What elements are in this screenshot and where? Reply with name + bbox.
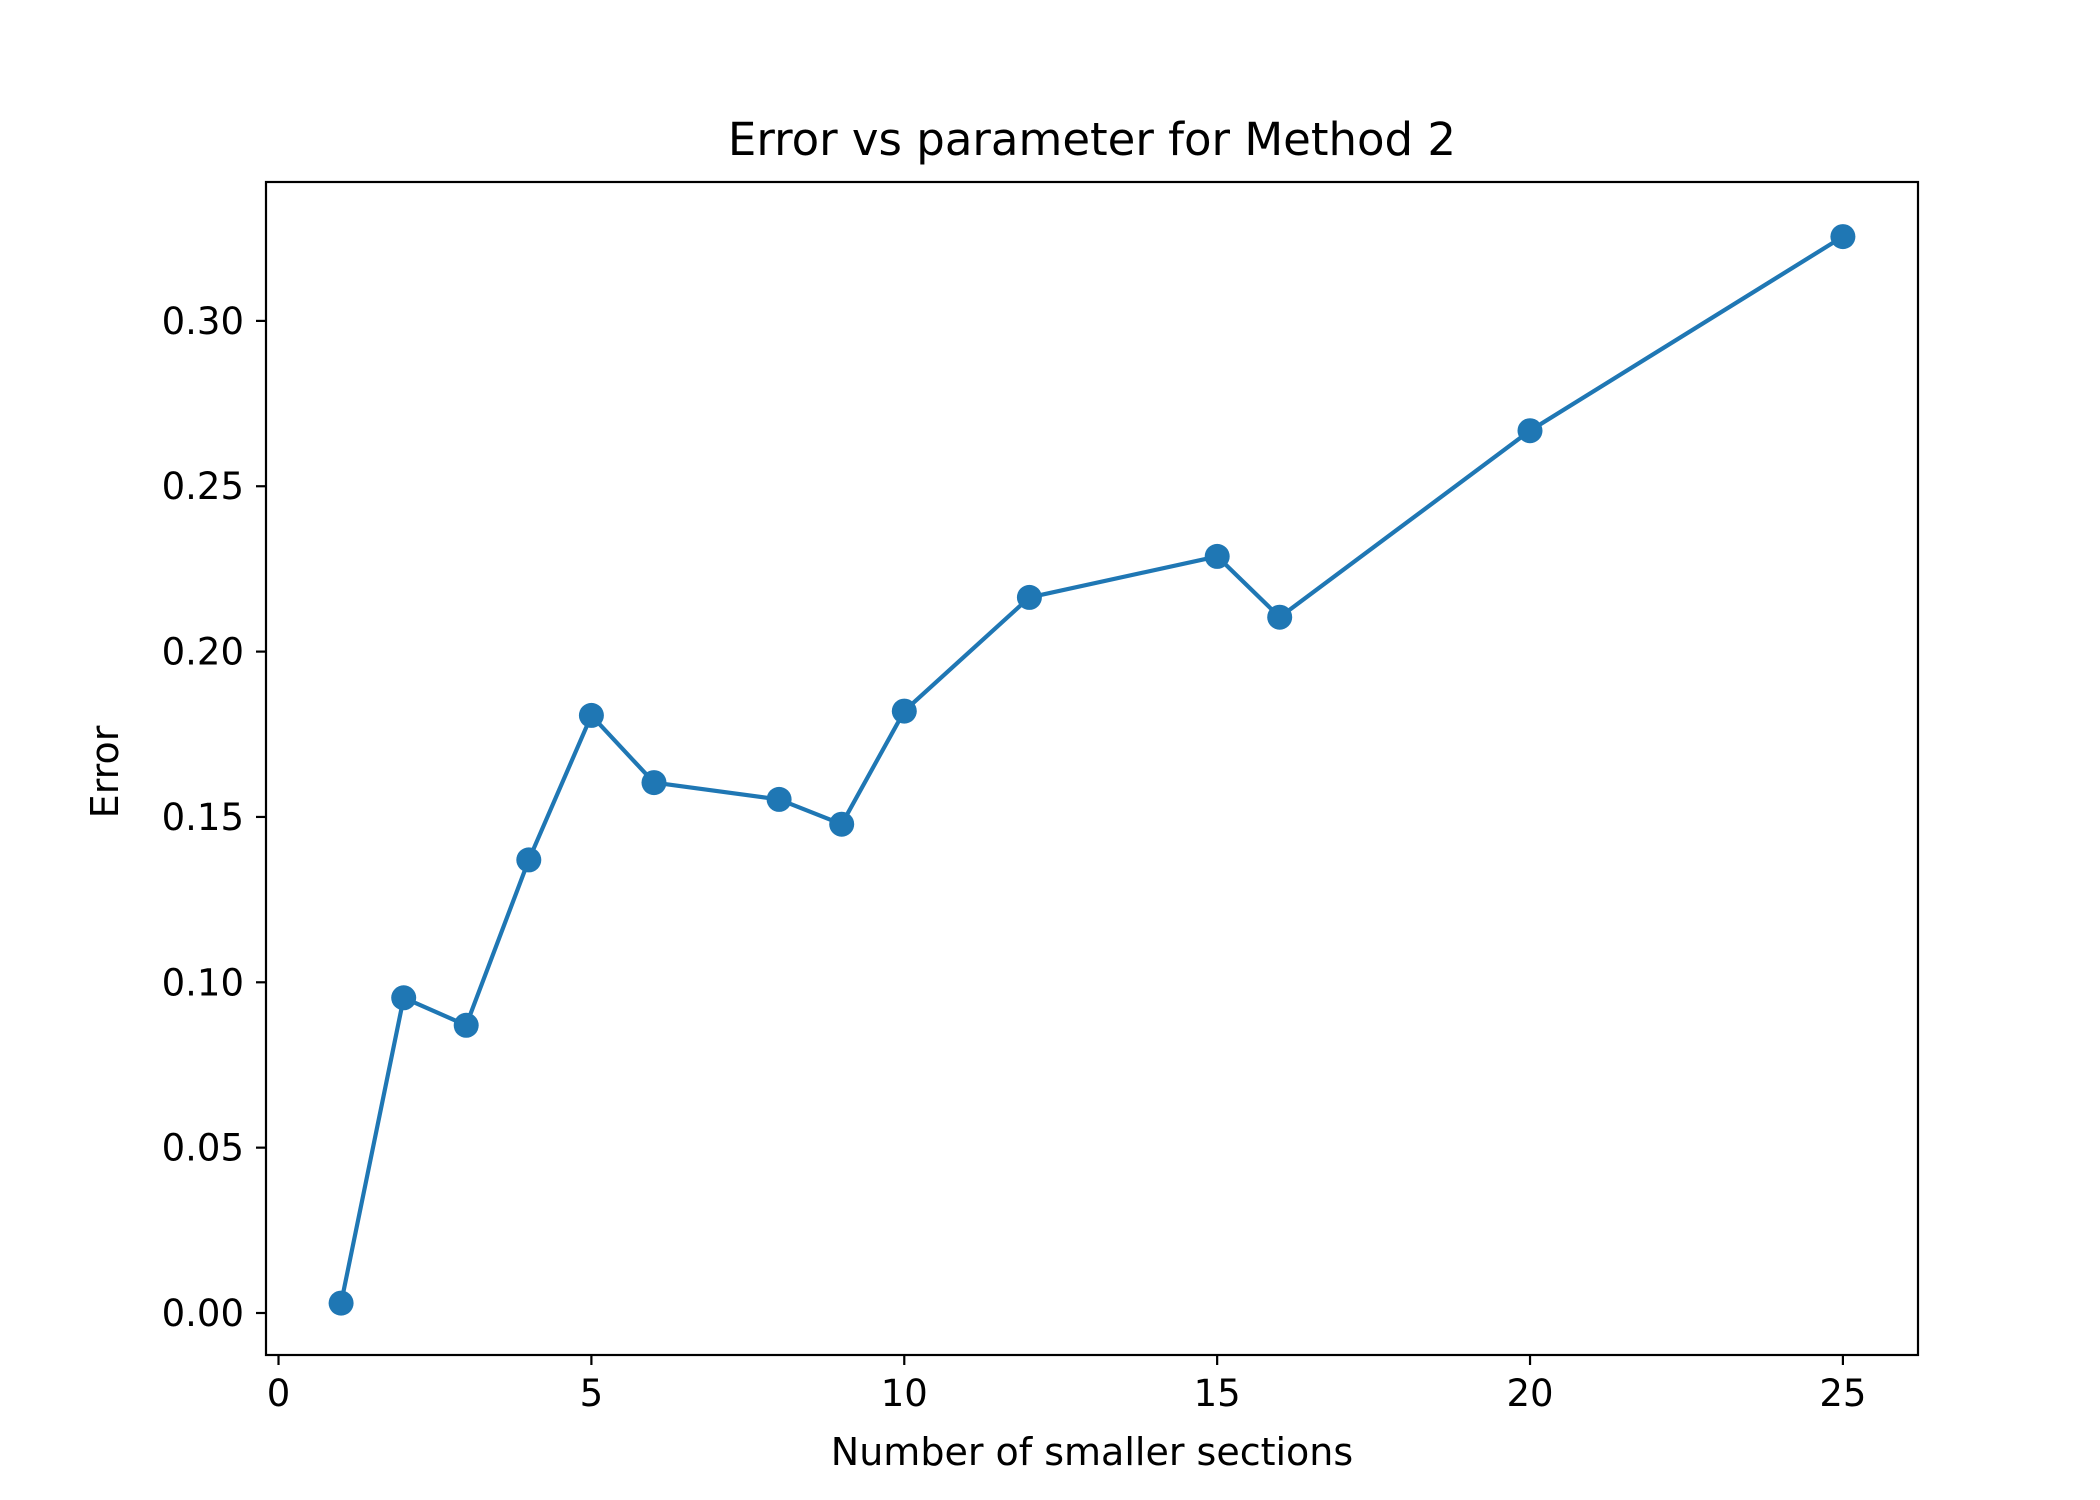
data-point xyxy=(1016,584,1042,610)
data-point xyxy=(578,702,604,728)
y-tick-label: 0.10 xyxy=(162,961,244,1004)
data-point xyxy=(453,1012,479,1038)
data-point xyxy=(328,1290,354,1316)
plot-area xyxy=(328,224,1856,1316)
data-point xyxy=(829,811,855,837)
data-point xyxy=(1830,224,1856,250)
x-tick-label: 25 xyxy=(1819,1372,1866,1415)
y-tick-label: 0.00 xyxy=(162,1292,244,1335)
y-tick-label: 0.05 xyxy=(162,1127,244,1170)
chart-title: Error vs parameter for Method 2 xyxy=(728,113,1456,166)
y-tick-label: 0.20 xyxy=(162,631,244,674)
series-line xyxy=(339,234,1845,1304)
x-tick-label: 15 xyxy=(1194,1372,1241,1415)
data-point xyxy=(766,786,792,812)
data-point xyxy=(516,847,542,873)
x-tick-label: 5 xyxy=(580,1372,604,1415)
data-point xyxy=(1204,543,1230,569)
data-point xyxy=(1517,418,1543,444)
y-tick-label: 0.30 xyxy=(162,300,244,343)
data-point xyxy=(891,698,917,724)
x-tick-label: 10 xyxy=(881,1372,928,1415)
y-tick-label: 0.25 xyxy=(162,465,244,508)
x-tick-label: 0 xyxy=(267,1372,291,1415)
x-axis-label: Number of smaller sections xyxy=(831,1430,1353,1474)
y-tick-label: 0.15 xyxy=(162,796,244,839)
x-tick-label: 20 xyxy=(1506,1372,1553,1415)
axes-frame xyxy=(264,180,1920,1357)
data-point xyxy=(641,770,667,796)
axes: 0 5 10 15 20 25 0.00 0.05 0.10 0.15 0.20 0.25 0.30 xyxy=(162,180,1920,1415)
y-axis-label: Error xyxy=(83,725,127,818)
data-point xyxy=(1267,604,1293,630)
data-point xyxy=(391,985,417,1011)
